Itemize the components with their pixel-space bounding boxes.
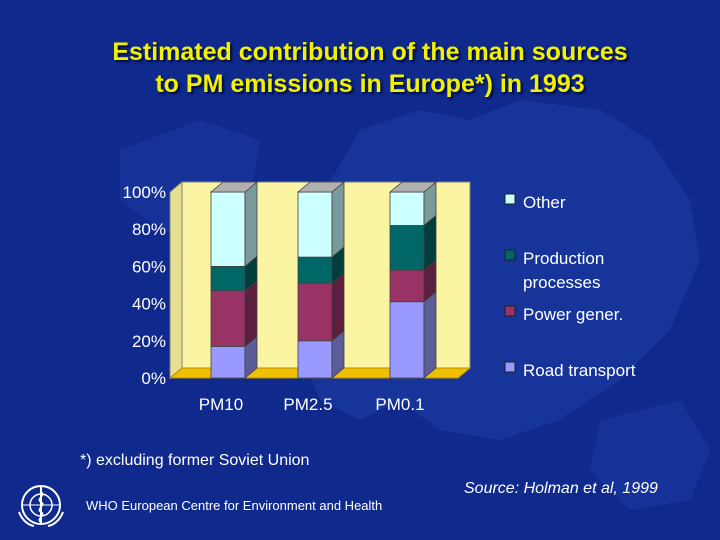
y-tick-label: 80% — [132, 220, 166, 239]
legend-label: Other — [523, 193, 566, 212]
bar-segment-side — [244, 279, 258, 348]
footnote: *) excluding former Soviet Union — [80, 452, 310, 469]
chart-title: Estimated contribution of the main sourc… — [40, 36, 700, 100]
y-tick-label: 60% — [132, 257, 166, 276]
legend-label: Production — [523, 249, 604, 268]
bar-segment-side — [331, 181, 345, 258]
bar-segment-side — [244, 181, 258, 268]
bar-segment — [297, 282, 333, 342]
who-emblem-icon — [18, 485, 64, 527]
bar-top — [388, 181, 438, 193]
legend-label: Power gener. — [523, 305, 623, 324]
bar-segment — [389, 191, 425, 226]
bar-segment — [389, 301, 425, 379]
legend-swatch — [504, 361, 516, 373]
bar-top — [296, 181, 346, 193]
bar-segment — [210, 265, 246, 291]
bar-segment — [389, 269, 425, 303]
y-tick-label: 40% — [132, 295, 166, 314]
bar-segment — [297, 256, 333, 284]
bar-segment — [297, 340, 333, 379]
chart-title-line-1: Estimated contribution of the main sourc… — [112, 38, 628, 66]
legend-swatch — [504, 249, 516, 261]
y-tick-label: 100% — [123, 183, 166, 202]
bar-segment — [210, 191, 246, 267]
y-tick-label: 0% — [141, 369, 166, 388]
bar-segment-side — [423, 290, 437, 379]
bar-segment — [210, 290, 246, 347]
legend-label: Road transport — [523, 361, 636, 380]
chart-title-line-2: to PM emissions in Europe*) in 1993 — [155, 70, 585, 98]
legend-swatch — [504, 193, 516, 205]
bar-top — [209, 181, 259, 193]
bar-segment — [210, 345, 246, 379]
x-tick-label: PM0.1 — [375, 395, 424, 414]
bar-segment-side — [331, 272, 345, 342]
source-citation: Source: Holman et al, 1999 — [464, 480, 658, 497]
bar-segment — [297, 191, 333, 258]
bar-segment — [389, 225, 425, 271]
legend-label: processes — [523, 273, 600, 292]
organization-name: WHO European Centre for Environment and … — [86, 498, 383, 513]
plot-side-wall — [169, 180, 183, 380]
x-tick-label: PM10 — [199, 395, 243, 414]
y-tick-label: 20% — [132, 332, 166, 351]
legend-swatch — [504, 305, 516, 317]
x-tick-label: PM2.5 — [283, 395, 332, 414]
